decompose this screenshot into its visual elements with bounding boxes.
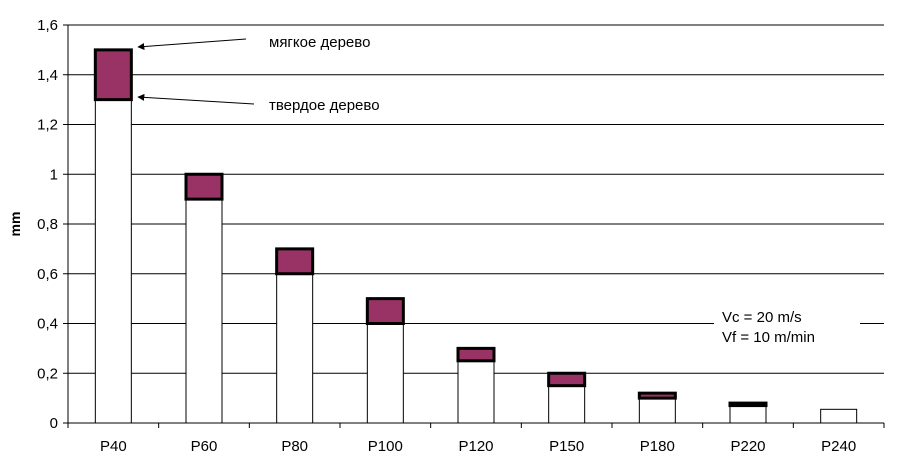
- y-tick-label: 0: [50, 415, 58, 432]
- y-tick-label: 0,6: [37, 266, 58, 283]
- x-tick-label: P80: [281, 438, 308, 455]
- y-tick-label: 1,6: [37, 17, 58, 34]
- y-tick-label: 1,2: [37, 117, 58, 134]
- bar-soft-wood-range: [275, 247, 315, 276]
- bar-soft-wood-range: [365, 297, 405, 325]
- bar-hard-wood: [638, 397, 676, 424]
- bar-hard-wood: [548, 385, 586, 424]
- y-tick-label: 1,4: [37, 67, 58, 84]
- bar-hard-wood: [366, 323, 404, 424]
- x-tick-label: P40: [100, 438, 127, 455]
- x-tick-label: P180: [640, 438, 675, 455]
- bar-soft-wood-range: [93, 48, 133, 102]
- note-line-feed: Vf = 10 m/min: [722, 329, 815, 346]
- x-tick-label: P150: [549, 438, 584, 455]
- annotation-hard-wood: твердое дерево: [269, 97, 380, 114]
- y-tick-label: 0,8: [37, 216, 58, 233]
- bar-hard-wood: [185, 198, 223, 424]
- x-tick-label: P100: [368, 438, 403, 455]
- x-axis-ticks: P40 P60 P80 P100 P120 P150 P180 P220 P240: [67, 423, 885, 455]
- x-tick-label: P60: [191, 438, 218, 455]
- bar-hard-wood: [729, 405, 767, 424]
- y-tick-label: 0,4: [37, 316, 58, 333]
- bar-hard-wood: [94, 99, 132, 424]
- bar-soft-wood-range: [637, 391, 677, 400]
- bars: [93, 48, 858, 424]
- y-tick-label: 1: [50, 166, 58, 183]
- bar-soft-wood-range: [184, 172, 224, 201]
- annotation-arrow-hard: [137, 93, 255, 105]
- annotation-soft-wood: мягкое дерево: [269, 34, 370, 51]
- y-axis-label: mm: [7, 212, 23, 237]
- note-background: [714, 305, 860, 349]
- x-tick-label: P240: [821, 438, 856, 455]
- bar-soft-wood-range: [547, 371, 587, 388]
- bar-hard-wood: [276, 273, 314, 424]
- note-line-speed: Vc = 20 m/s: [722, 309, 802, 326]
- x-tick-label: P220: [730, 438, 765, 455]
- y-tick-label: 0,2: [37, 365, 58, 382]
- annotation-arrow-soft: [137, 38, 247, 51]
- bar-hard-wood: [457, 360, 495, 424]
- bar-soft-wood-range: [728, 401, 768, 408]
- x-tick-label: P120: [458, 438, 493, 455]
- bar-soft-wood-range: [456, 346, 496, 363]
- y-axis-ticks: 0 0,2 0,4 0,6 0,8 1 1,2 1,4 1,6: [37, 17, 68, 432]
- bar-hard-wood: [820, 408, 858, 424]
